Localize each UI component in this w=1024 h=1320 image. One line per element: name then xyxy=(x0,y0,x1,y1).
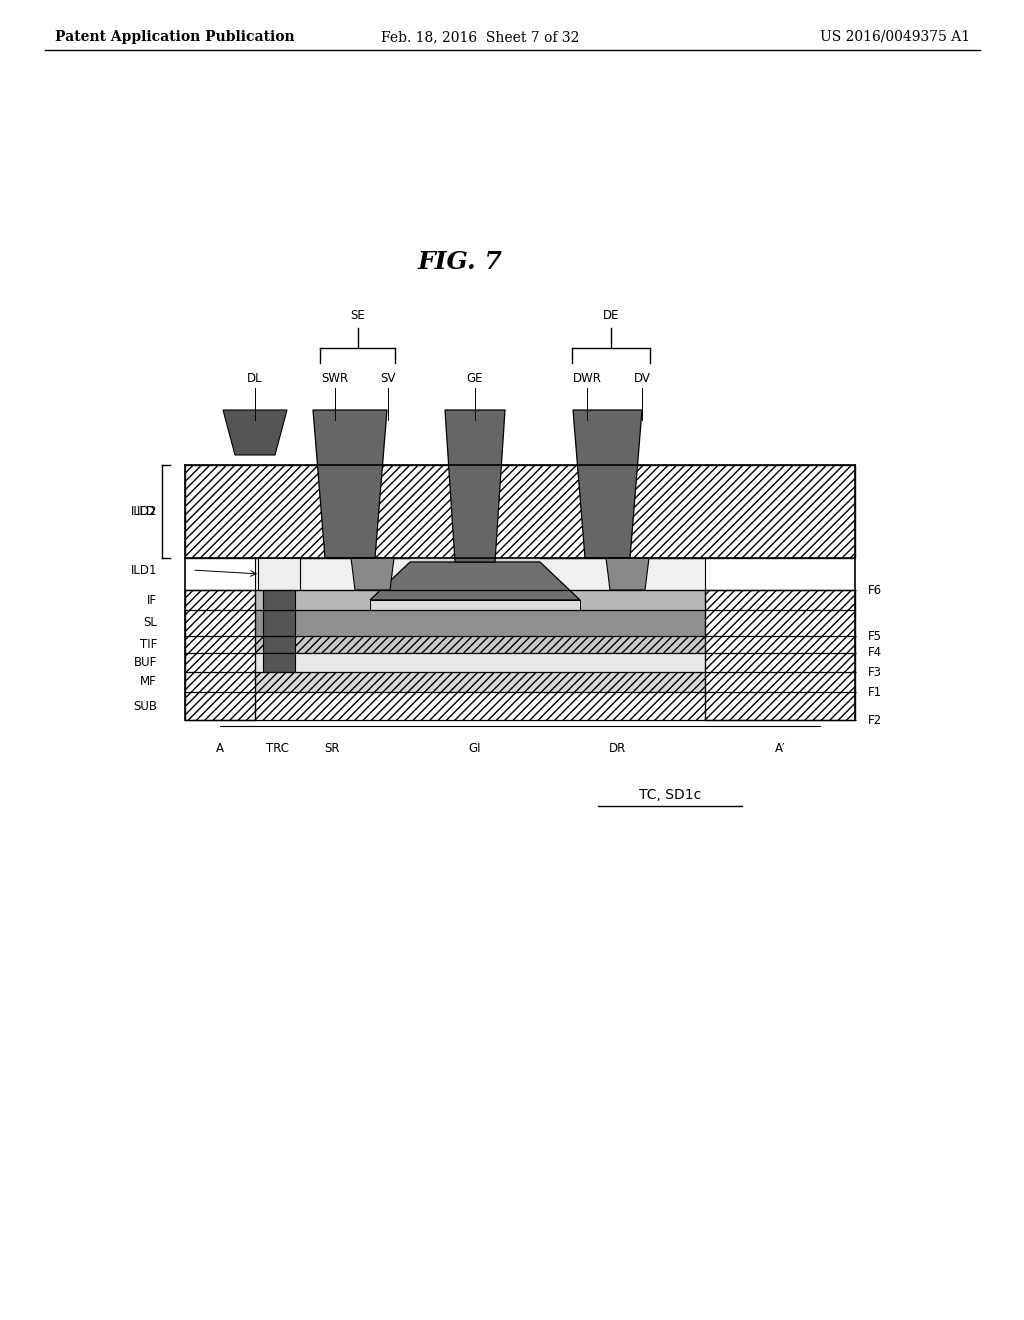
Text: SWR: SWR xyxy=(322,371,348,384)
Text: DE: DE xyxy=(603,309,620,322)
Polygon shape xyxy=(185,636,855,653)
Polygon shape xyxy=(705,590,855,719)
Text: DL: DL xyxy=(247,371,263,384)
Text: F2: F2 xyxy=(868,714,882,726)
Text: SV: SV xyxy=(380,371,395,384)
Polygon shape xyxy=(573,411,642,558)
Text: BUF: BUF xyxy=(134,656,157,669)
Text: ILD1: ILD1 xyxy=(130,564,157,577)
Text: FIG. 7: FIG. 7 xyxy=(418,249,503,275)
Polygon shape xyxy=(263,590,295,672)
Text: SUB: SUB xyxy=(133,700,157,713)
Bar xyxy=(185,610,855,636)
Text: A: A xyxy=(216,742,224,755)
Text: TIF: TIF xyxy=(139,638,157,651)
Polygon shape xyxy=(185,465,855,558)
Text: US 2016/0049375 A1: US 2016/0049375 A1 xyxy=(820,30,970,44)
Polygon shape xyxy=(185,590,255,719)
Text: DWR: DWR xyxy=(572,371,601,384)
Polygon shape xyxy=(445,411,505,562)
Text: F6: F6 xyxy=(868,583,882,597)
Polygon shape xyxy=(606,558,649,590)
Text: DV: DV xyxy=(634,371,650,384)
Text: DR: DR xyxy=(608,742,626,755)
Bar xyxy=(185,653,855,672)
Bar xyxy=(258,558,300,590)
Text: F5: F5 xyxy=(868,630,882,643)
Text: ILD: ILD xyxy=(137,506,156,517)
Polygon shape xyxy=(370,562,580,601)
Text: GI: GI xyxy=(469,742,481,755)
Text: ILD2: ILD2 xyxy=(130,506,157,517)
Text: Feb. 18, 2016  Sheet 7 of 32: Feb. 18, 2016 Sheet 7 of 32 xyxy=(381,30,580,44)
Polygon shape xyxy=(313,411,387,558)
Text: SR: SR xyxy=(325,742,340,755)
Text: IF: IF xyxy=(147,594,157,606)
Polygon shape xyxy=(223,411,287,455)
Text: Patent Application Publication: Patent Application Publication xyxy=(55,30,295,44)
Bar xyxy=(370,601,580,610)
Text: GE: GE xyxy=(467,371,483,384)
Text: TRC: TRC xyxy=(266,742,290,755)
Polygon shape xyxy=(185,692,855,719)
Text: A′: A′ xyxy=(775,742,785,755)
Polygon shape xyxy=(351,558,394,590)
Text: F3: F3 xyxy=(868,665,882,678)
Text: MF: MF xyxy=(140,676,157,689)
Bar xyxy=(255,558,705,590)
Text: F4: F4 xyxy=(868,647,882,660)
Text: TC, SD1c: TC, SD1c xyxy=(639,788,701,803)
Polygon shape xyxy=(185,672,855,692)
Text: SE: SE xyxy=(350,309,365,322)
Text: SL: SL xyxy=(143,616,157,630)
Text: F1: F1 xyxy=(868,685,882,698)
Bar xyxy=(185,590,855,610)
Bar xyxy=(410,558,540,562)
